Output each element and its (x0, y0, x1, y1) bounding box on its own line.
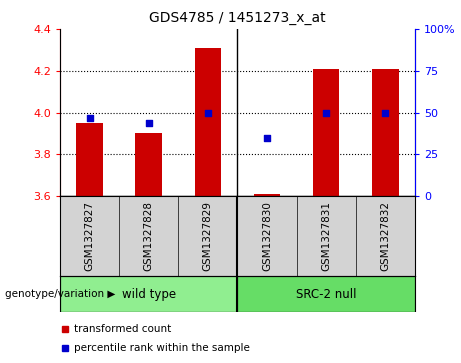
Point (204, 110, 212, 115)
Bar (76, 123, 103, 196)
Text: GSM1327830: GSM1327830 (262, 201, 272, 271)
Bar (313, 69, 339, 196)
Title: GDS4785 / 1451273_x_at: GDS4785 / 1451273_x_at (149, 11, 326, 25)
Bar (136, 134, 162, 196)
Bar (254, 194, 280, 196)
Point (263, 135, 271, 140)
Bar (372, 69, 399, 196)
Text: GSM1327827: GSM1327827 (84, 201, 95, 271)
Text: genotype/variation ▶: genotype/variation ▶ (5, 289, 115, 299)
Text: GSM1327828: GSM1327828 (144, 201, 154, 271)
Text: percentile rank within the sample: percentile rank within the sample (74, 343, 250, 352)
Point (322, 110, 330, 115)
Text: GSM1327831: GSM1327831 (321, 201, 331, 271)
Bar (195, 48, 221, 196)
Text: wild type: wild type (122, 287, 176, 301)
Text: GSM1327832: GSM1327832 (380, 201, 390, 271)
Text: SRC-2 null: SRC-2 null (296, 287, 356, 301)
Bar (237, 276, 415, 312)
Point (382, 110, 389, 115)
Text: GSM1327829: GSM1327829 (203, 201, 213, 271)
Point (86, 115, 93, 121)
Bar (60, 276, 237, 312)
Point (145, 120, 152, 126)
Text: transformed count: transformed count (74, 324, 171, 334)
